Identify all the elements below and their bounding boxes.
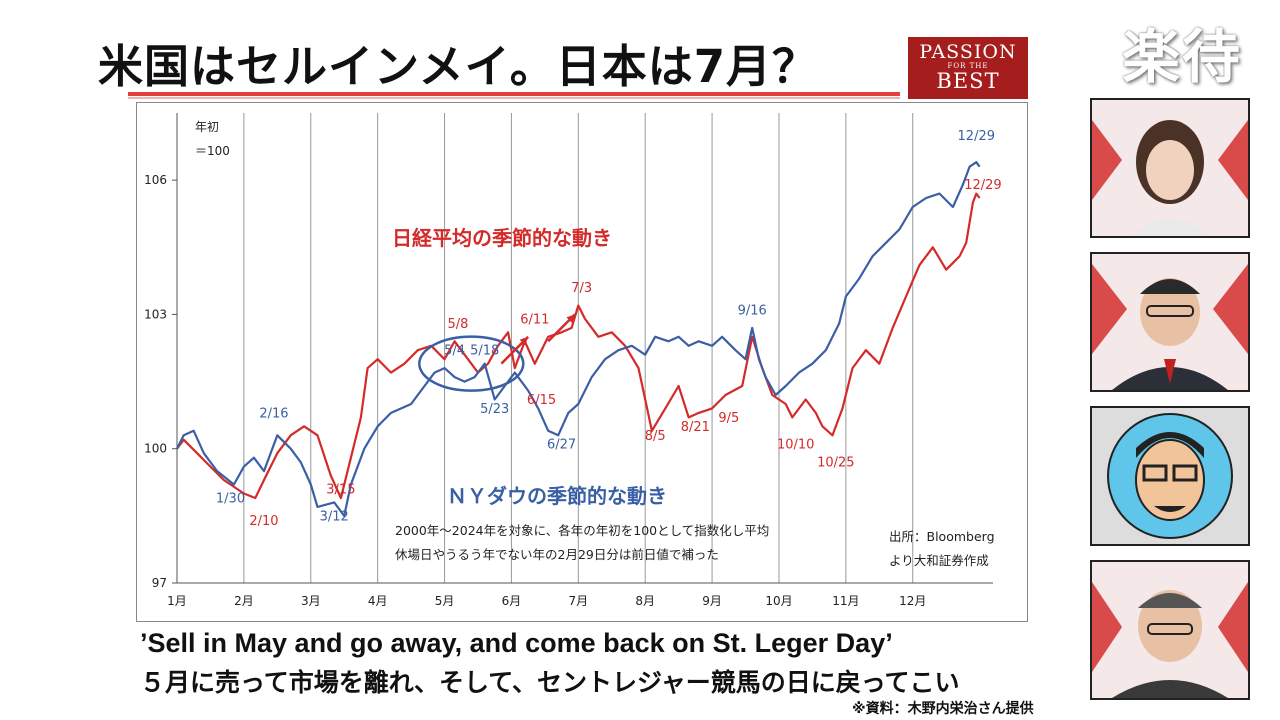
date-annotation: 6/15 [527, 393, 556, 408]
date-annotation: 7/3 [571, 281, 592, 296]
page-title: 米国はセルインメイ。日本は7月？ [98, 40, 819, 93]
caricature-avatar-icon [1092, 408, 1248, 544]
date-annotation: 6/27 [547, 438, 576, 453]
person-avatar-icon [1092, 100, 1248, 236]
x-tick-label: 2月 [234, 594, 254, 608]
date-annotation: 3/12 [320, 509, 349, 524]
date-annotation: 5/4 [444, 344, 465, 359]
person-avatar-icon [1092, 562, 1248, 698]
y-tick-label: 103 [144, 307, 167, 321]
quote-translation: ５月に売って市場を離れ、そして、セントレジャー競馬の日に戻ってこい [140, 668, 960, 697]
title-underline [128, 92, 900, 96]
date-annotation: 5/8 [447, 317, 468, 332]
program-logo: 楽待 [1122, 23, 1243, 91]
title-underline-shadow [128, 97, 900, 99]
source-note-1: 出所：Bloomberg [889, 529, 995, 544]
x-tick-label: 7月 [568, 594, 588, 608]
date-annotation: 10/10 [777, 438, 814, 453]
dow-series-label: ＮＹダウの季節的な動き [447, 484, 667, 508]
date-annotation: 5/18 [470, 344, 499, 359]
date-annotation: 2/10 [249, 514, 278, 529]
person-avatar-icon [1092, 254, 1248, 390]
date-annotation: 12/29 [958, 129, 995, 144]
x-tick-label: 12月 [899, 594, 926, 608]
presenter-video-4 [1090, 560, 1250, 700]
date-annotation: 10/25 [817, 456, 854, 471]
method-note-2: 休場日やうるう年でない年の2月29日分は前日値で補った [395, 547, 719, 562]
date-annotation: 1/30 [216, 491, 245, 506]
may-highlight-ellipse [418, 335, 525, 392]
x-tick-label: 11月 [832, 594, 859, 608]
presenter-video-1 [1090, 98, 1250, 238]
y-tick-label: 97 [152, 576, 167, 590]
date-annotation: 8/5 [645, 429, 666, 444]
dow-series-line [176, 161, 981, 517]
chart-svg: 1月 2月 3月 4月 5月 6月 7月 8月 9月 10月 11月 12月 97 100 103 106 年初… [144, 113, 1002, 608]
y-axis-label-2: ＝100 [195, 144, 230, 158]
trend-arrow-2-head [566, 314, 575, 323]
presenter-video-2 [1090, 252, 1250, 392]
seasonal-index-chart: 1月 2月 3月 4月 5月 6月 7月 8月 9月 10月 11月 12月 97 100 103 106 年初… [136, 102, 1028, 622]
x-tick-label: 5月 [435, 594, 455, 608]
y-axis-label: 年初 [195, 120, 219, 134]
date-annotation: 3/15 [326, 482, 355, 497]
date-annotation: 12/29 [964, 178, 1001, 193]
date-annotation: 9/5 [718, 411, 739, 426]
date-annotation: 6/11 [520, 312, 549, 327]
trend-arrow-1-head [519, 336, 529, 346]
date-annotation: 9/16 [738, 303, 767, 318]
nikkei-series-label: 日経平均の季節的な動き [392, 226, 612, 250]
presenter-video-3 [1090, 406, 1250, 546]
x-tick-label: 4月 [368, 594, 388, 608]
y-tick-label: 100 [144, 442, 167, 456]
sell-in-may-quote: ’Sell in May and go away, and come back … [140, 628, 893, 658]
date-annotation: 8/21 [681, 420, 710, 435]
date-annotation: 2/16 [259, 406, 288, 421]
x-tick-label: 3月 [301, 594, 321, 608]
x-tick-label: 8月 [635, 594, 655, 608]
passion-for-the-best-logo: PASSION FOR THE BEST [908, 37, 1028, 99]
x-tick-label: 9月 [702, 594, 722, 608]
x-tick-label: 10月 [765, 594, 792, 608]
source-note-2: より大和証券作成 [889, 553, 989, 568]
nikkei-series-line [176, 192, 981, 500]
data-credit: ※資料：木野内栄治さん提供 [852, 701, 1034, 717]
x-tick-label: 1月 [167, 594, 187, 608]
method-note-1: 2000年〜2024年を対象に、各年の年初を100として指数化し平均 [395, 523, 769, 538]
date-annotation: 5/23 [480, 402, 509, 417]
x-tick-label: 6月 [502, 594, 522, 608]
y-tick-label: 106 [144, 173, 167, 187]
